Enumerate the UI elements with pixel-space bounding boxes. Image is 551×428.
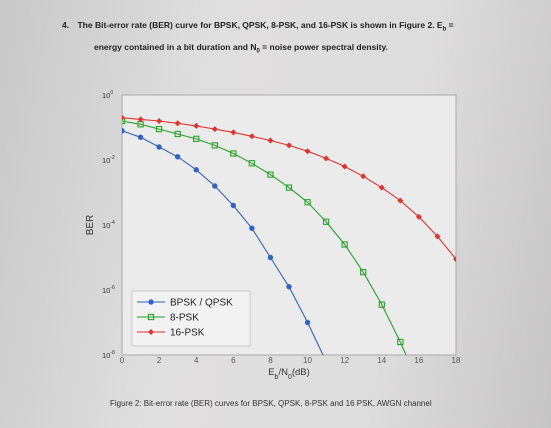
x-tick-label: 16 — [414, 356, 423, 365]
data-point — [267, 171, 274, 178]
y-tick-label: 100 — [102, 90, 113, 100]
legend-label: 16-PSK — [170, 328, 205, 339]
data-point — [453, 256, 456, 263]
x-tick-label: 2 — [157, 356, 162, 365]
data-point — [212, 183, 218, 189]
data-point — [285, 184, 293, 191]
data-point — [122, 128, 125, 134]
x-tick-label: 4 — [194, 356, 199, 365]
data-point — [211, 126, 218, 133]
data-point — [137, 116, 144, 123]
data-point — [230, 202, 237, 209]
data-point — [230, 129, 237, 136]
data-point — [122, 114, 125, 121]
data-point — [267, 137, 274, 144]
data-point — [174, 120, 181, 127]
y-tick-label: 10-8 — [102, 350, 115, 360]
data-point — [304, 319, 311, 326]
question-number: 4. — [62, 20, 70, 30]
question-text-1: The Bit-error rate (BER) curve for BPSK,… — [77, 20, 443, 30]
data-point — [378, 301, 385, 308]
x-tick-label: 14 — [377, 356, 386, 365]
data-point — [378, 184, 385, 191]
question-text-2b: = noise power spectral density. — [259, 42, 388, 52]
x-axis-label: Eb/N0(dB) — [268, 367, 310, 381]
data-point — [322, 218, 330, 225]
data-point — [286, 284, 292, 290]
data-point — [211, 142, 218, 149]
legend-marker — [147, 313, 155, 321]
legend: BPSK / QPSK 8-PSK 16-PSK — [131, 290, 251, 347]
data-point — [415, 213, 422, 220]
series-layer — [122, 114, 456, 387]
data-point — [434, 233, 441, 240]
data-point — [193, 167, 199, 173]
data-point — [249, 225, 255, 231]
question-line-1: 4. The Bit-error rate (BER) curve for BP… — [62, 20, 454, 33]
question-text-2a: energy contained in a bit duration and N — [94, 42, 257, 52]
question-tail-1: = — [446, 20, 454, 30]
legend-label: 8-PSK — [170, 313, 199, 324]
series-2 — [122, 114, 456, 263]
data-point — [267, 254, 274, 261]
x-tick-label: 18 — [452, 356, 461, 365]
question-line-2: energy contained in a bit duration and N… — [94, 42, 388, 55]
data-point — [286, 142, 292, 149]
data-point — [416, 382, 421, 387]
data-point — [360, 268, 367, 276]
x-tick-label: 8 — [268, 356, 273, 365]
y-ticks: 100 10-2 10-4 10-6 10-8 — [102, 90, 115, 360]
x-tick-label: 12 — [340, 356, 349, 365]
data-point — [323, 155, 330, 162]
data-point — [304, 148, 311, 155]
data-point — [137, 134, 144, 140]
data-point — [360, 173, 367, 180]
y-tick-label: 10-4 — [102, 220, 115, 230]
data-point — [230, 150, 237, 157]
series-1 — [122, 117, 421, 387]
data-point — [304, 199, 311, 206]
x-tick-label: 0 — [120, 356, 125, 365]
data-point — [397, 338, 404, 346]
data-point — [248, 160, 256, 167]
x-tick-label: 10 — [303, 356, 312, 365]
series-line — [122, 120, 407, 355]
data-point — [156, 118, 163, 124]
data-point — [248, 133, 255, 140]
y-tick-label: 10-6 — [102, 285, 115, 295]
data-point — [193, 135, 200, 143]
data-point — [341, 163, 348, 170]
series-0 — [122, 128, 328, 363]
question-sub-b: b — [442, 26, 447, 33]
data-point — [193, 122, 200, 129]
data-point — [156, 144, 162, 150]
question-sub-0: 0 — [256, 48, 260, 55]
x-ticks: 0 2 4 6 8 10 12 14 16 18 — [120, 356, 461, 365]
data-point — [397, 197, 404, 204]
legend-marker — [148, 299, 154, 305]
data-point — [174, 154, 181, 160]
legend-marker — [148, 329, 154, 335]
data-point — [324, 359, 328, 363]
y-tick-label: 10-2 — [102, 155, 115, 165]
data-point — [174, 130, 181, 138]
legend-label: BPSK / QPSK — [170, 298, 233, 309]
data-point — [341, 241, 348, 248]
x-tick-label: 6 — [231, 356, 236, 365]
figure-caption: Figure 2: Bit-error rate (BER) curves fo… — [110, 399, 432, 408]
data-point — [155, 125, 163, 133]
y-axis-label: BER — [85, 215, 96, 236]
